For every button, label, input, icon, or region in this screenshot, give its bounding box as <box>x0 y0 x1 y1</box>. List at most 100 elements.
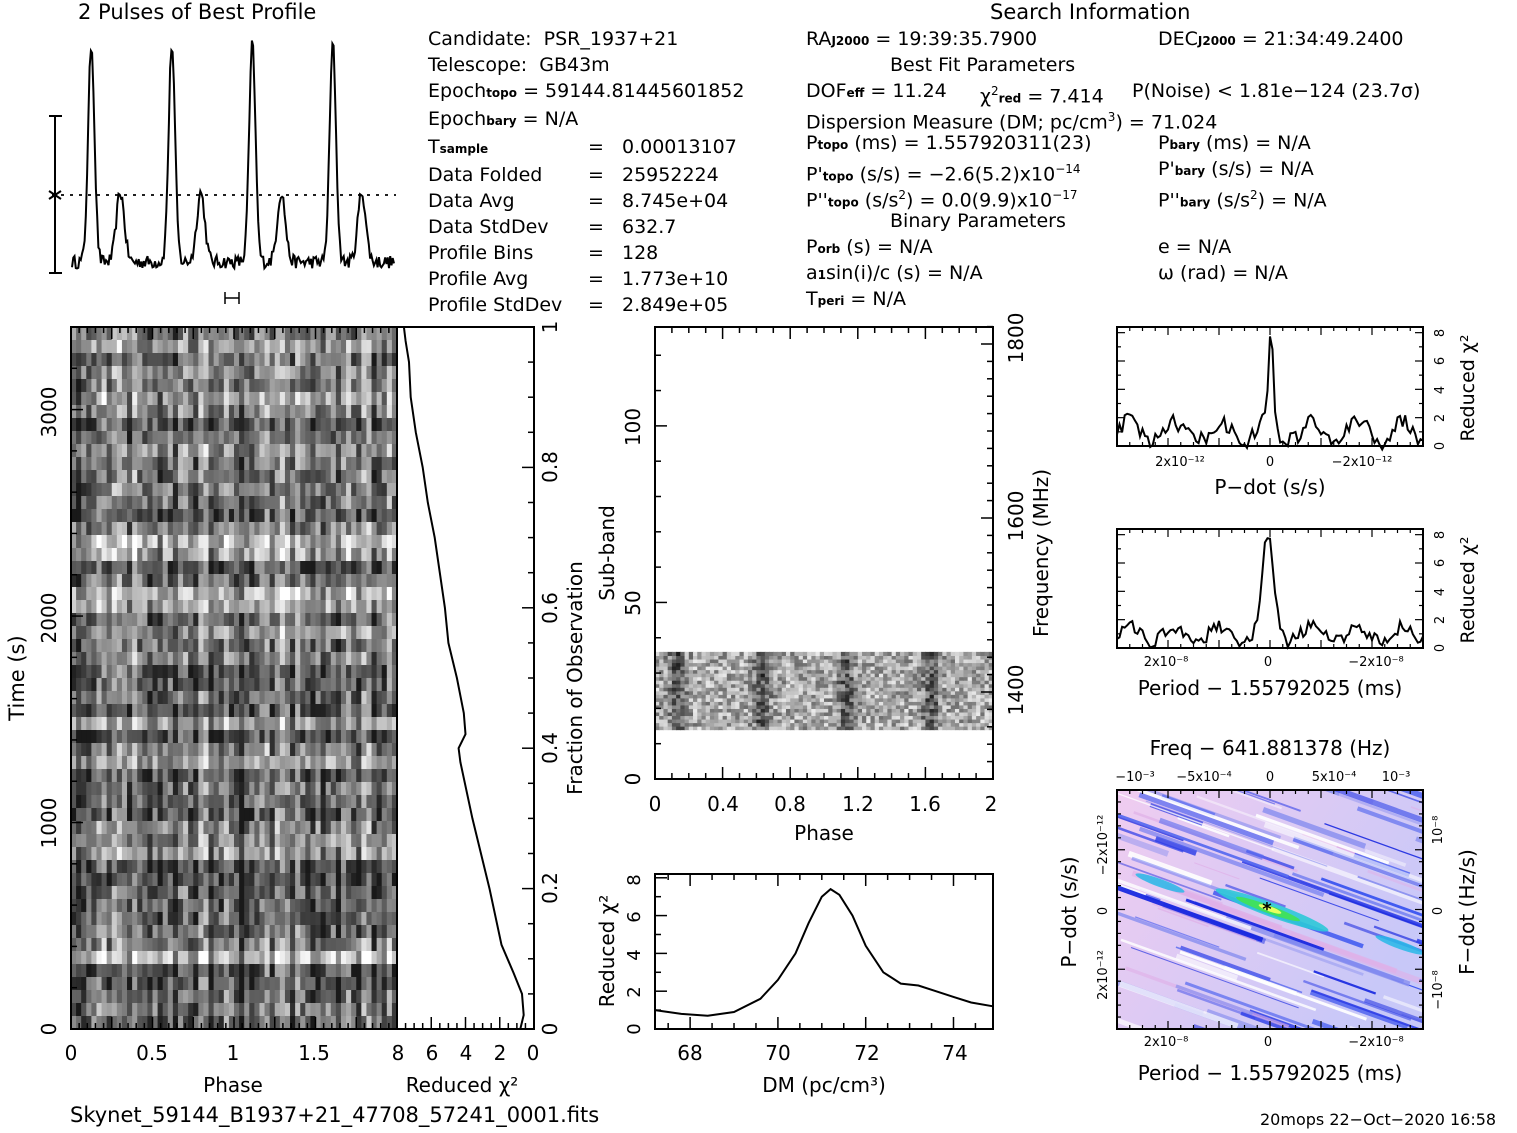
pdot-bary-line: P'bary (s/s) = N/A <box>1158 158 1314 180</box>
porb-line: Porb (s) = N/A <box>806 236 933 258</box>
sb-ytick-0: 0 <box>621 773 645 786</box>
best-fit-heading: Best Fit Parameters <box>890 54 1076 76</box>
pe-xtick-0: 2x10⁻⁸ <box>1144 655 1189 670</box>
pd-ytick-2: 4 <box>1433 386 1448 394</box>
tp-xtick-0: 0 <box>65 1041 78 1065</box>
candidate-line-8: Profile Bins = 128 <box>428 242 659 264</box>
pe-ytick-2: 4 <box>1433 588 1448 596</box>
dm-xtick-0: 68 <box>677 1041 702 1065</box>
ct-ytick-3: 0.6 <box>538 592 562 624</box>
sb-xtick-0: 0 <box>649 792 662 816</box>
ct-xtick-0: 8 <box>392 1041 405 1065</box>
ct-xlabel: Reduced χ² <box>406 1073 519 1097</box>
dm-ytick-2: 4 <box>624 949 645 960</box>
subband-greyscale <box>655 651 994 731</box>
pnoise-line: P(Noise) < 1.81e−124 (23.7σ) <box>1132 80 1421 102</box>
chi2-time-plot: 8 6 4 2 0 Reduced χ² 0 0.2 0.4 0.6 0.8 1… <box>392 321 587 1097</box>
time-phase-greyscale <box>71 327 398 1030</box>
pddot-bary-line: P''bary (s/s2) = N/A <box>1158 188 1327 212</box>
candidate-block: Candidate: PSR_1937+21 Telescope: GB43m … <box>428 26 788 318</box>
sb-xtick-4: 1.6 <box>909 792 941 816</box>
pd-xtick-1: 0 <box>1266 455 1274 470</box>
ct-ylabel: Fraction of Observation <box>563 561 587 795</box>
profile-curve <box>71 40 395 271</box>
dm-line: Dispersion Measure (DM; pc/cm3) = 71.024 <box>806 110 1218 134</box>
tp-ytick-1: 1000 <box>37 798 61 849</box>
search-block: RAJ2000 = 19:39:35.7900 DECJ2000 = 21:34… <box>806 26 1506 316</box>
pp-ytick-2: 2x10⁻¹² <box>1096 950 1111 1000</box>
dm-xtick-1: 70 <box>765 1041 790 1065</box>
dm-ytick-0: 0 <box>624 1023 645 1034</box>
sb-xtick-5: 2 <box>985 792 998 816</box>
pp-xtick-0: 2x10⁻⁸ <box>1144 1035 1189 1050</box>
pp-ytick-1: 0 <box>1096 907 1111 915</box>
tp-ylabel: Time (s) <box>5 635 29 721</box>
pd-ytick-0: 0 <box>1433 442 1448 450</box>
chi2-line: χ2red = 7.414 <box>980 84 1104 108</box>
pe-ylabel: Reduced χ² <box>1457 537 1479 644</box>
sb-xtick-1: 0.4 <box>707 792 739 816</box>
candidate-line-9: Profile Avg = 1.773e+10 <box>428 268 729 290</box>
chi2-pdot-curve <box>1116 336 1424 452</box>
footer-stamp: 20mops 22−Oct−2020 16:58 <box>1260 1110 1497 1129</box>
sb-xlabel: Phase <box>794 821 854 845</box>
pp-toptick-0: −10⁻³ <box>1115 770 1155 785</box>
candidate-line-4: Tsample = 0.00013107 <box>428 136 737 158</box>
sb-y2tick-2: 1800 <box>1004 313 1028 364</box>
ct-ytick-5: 1 <box>538 321 562 334</box>
dec-line: DECJ2000 = 21:34:49.2400 <box>1158 28 1404 50</box>
footer-filename: Skynet_59144_B1937+21_47708_57241_0001.f… <box>70 1103 600 1127</box>
pp-xtick-2: −2x10⁻⁸ <box>1348 1035 1403 1050</box>
pp-title: Freq − 641.881378 (Hz) <box>1150 736 1391 760</box>
pd-xtick-2: −2x10⁻¹² <box>1332 455 1393 470</box>
sb-ytick-2: 100 <box>621 408 645 446</box>
ppdot-plane-plot: * Freq − 641.881378 (Hz) −10⁻³ −5x10⁻⁴ 0… <box>1057 736 1479 1085</box>
pe-ytick-3: 6 <box>1433 559 1448 567</box>
pe-xtick-1: 0 <box>1264 655 1272 670</box>
search-title: Search Information <box>990 0 1191 24</box>
tperi-line: Tperi = N/A <box>806 288 906 310</box>
ct-xtick-1: 6 <box>426 1041 439 1065</box>
dm-ytick-4: 8 <box>624 874 645 885</box>
e-line: e = N/A <box>1158 236 1232 258</box>
candidate-line-0: Candidate: PSR_1937+21 <box>428 28 679 50</box>
candidate-line-7: Data StdDev = 632.7 <box>428 216 677 238</box>
profile-title: 2 Pulses of Best Profile <box>78 0 317 24</box>
profile-error-bar <box>48 115 62 274</box>
chi2-dm-frame <box>654 873 994 1030</box>
chi2-time-frame <box>396 326 535 1030</box>
ct-ytick-1: 0.2 <box>538 872 562 904</box>
candidate-line-1: Telescope: GB43m <box>428 54 610 76</box>
ct-xtick-4: 0 <box>527 1041 540 1065</box>
sb-y2tick-1: 1600 <box>1004 491 1028 542</box>
subband-plot: 0 0.4 0.8 1.2 1.6 2 Phase 0 50 100 Sub-b… <box>595 313 1053 845</box>
chi2-period-curve <box>1116 537 1424 650</box>
pp-y2tick-1: 0 <box>1431 907 1446 915</box>
pbary-line: Pbary (ms) = N/A <box>1158 132 1311 154</box>
dm-xtick-3: 74 <box>942 1041 967 1065</box>
pd-ytick-4: 8 <box>1433 329 1448 337</box>
pp-toptick-3: 5x10⁻⁴ <box>1312 770 1357 785</box>
sb-y2tick-0: 1400 <box>1004 665 1028 716</box>
pp-y2tick-2: −10⁻⁸ <box>1431 970 1446 1010</box>
chi2-period-plot: 2x10⁻⁸ 0 −2x10⁻⁸ Period − 1.55792025 (ms… <box>1116 528 1479 700</box>
pe-xlabel: Period − 1.55792025 (ms) <box>1138 676 1403 700</box>
time-phase-plot: 0 0.5 1 1.5 Phase 0 1000 2000 3000 Time … <box>5 292 398 1097</box>
dm-ytick-1: 2 <box>624 986 645 997</box>
tp-ytick-0: 0 <box>37 1023 61 1036</box>
pd-ytick-1: 2 <box>1433 414 1448 422</box>
omega-line: ω (rad) = N/A <box>1158 262 1288 284</box>
candidate-line-6: Data Avg = 8.745e+04 <box>428 190 729 212</box>
ct-ytick-2: 0.4 <box>538 732 562 764</box>
ct-ytick-4: 0.8 <box>538 451 562 483</box>
tp-ytick-2: 2000 <box>37 593 61 644</box>
dm-ylabel: Reduced χ² <box>595 895 619 1008</box>
pddot-topo-line: P''topo (s/s2) = 0.0(9.9)x10−17 <box>806 188 1078 212</box>
candidate-line-5: Data Folded = 25952224 <box>428 164 719 186</box>
candidate-line-2: Epochtopo = 59144.81445601852 <box>428 80 745 102</box>
ct-ytick-0: 0 <box>538 1023 562 1036</box>
pp-toptick-2: 0 <box>1266 770 1274 785</box>
ct-xtick-3: 2 <box>494 1041 507 1065</box>
binary-heading: Binary Parameters <box>890 210 1066 232</box>
